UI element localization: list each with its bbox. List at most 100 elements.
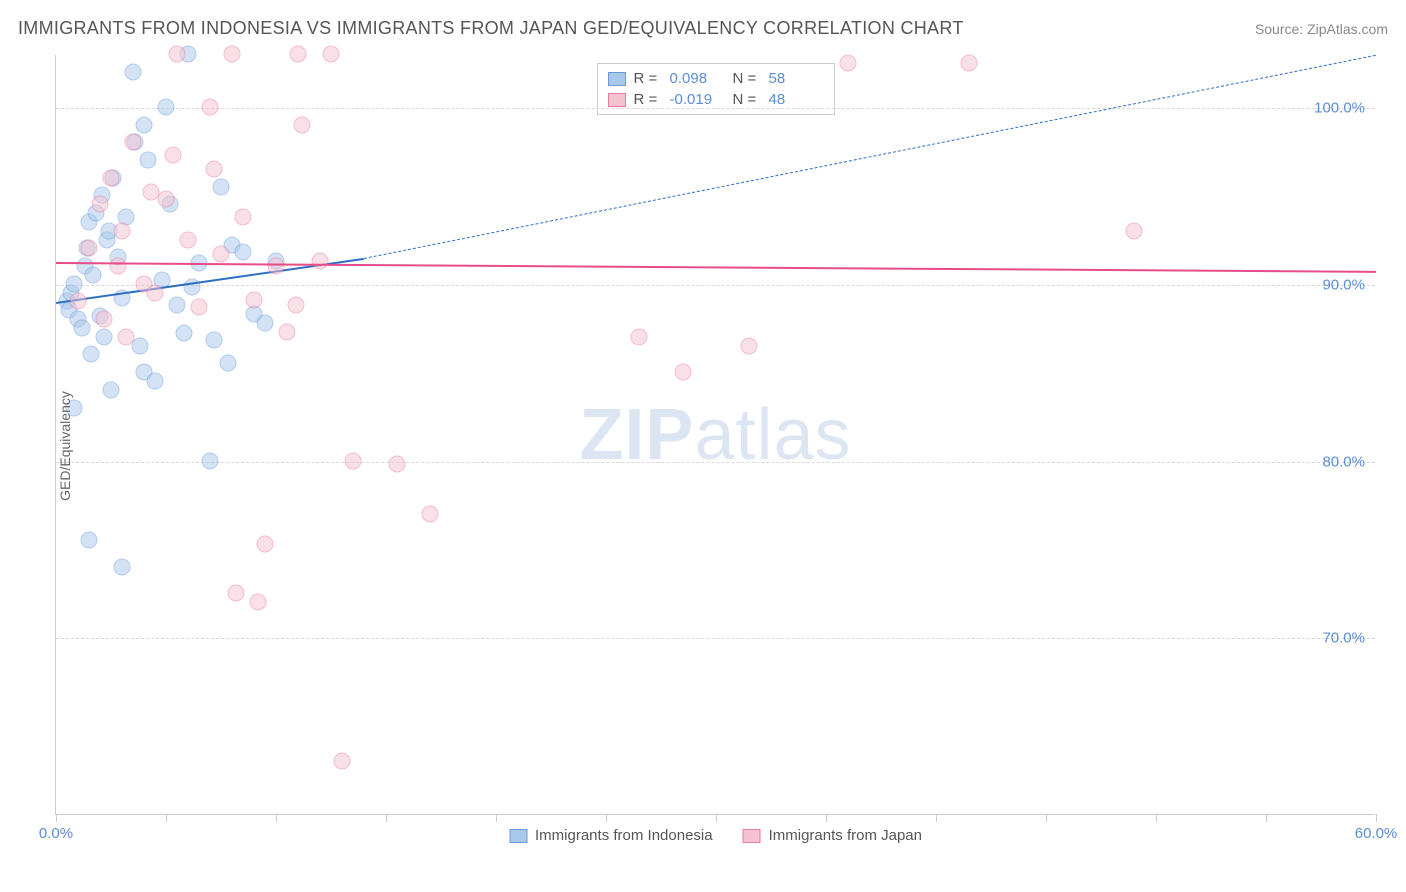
data-point <box>191 298 208 315</box>
gridline <box>56 285 1375 286</box>
x-tick <box>56 814 57 822</box>
data-point <box>103 169 120 186</box>
data-point <box>81 240 98 257</box>
legend-swatch <box>509 829 527 843</box>
series-legend: Immigrants from Indonesia Immigrants from… <box>509 827 922 844</box>
data-point <box>114 558 131 575</box>
data-point <box>164 146 181 163</box>
data-point <box>85 266 102 283</box>
data-point <box>235 243 252 260</box>
data-point <box>675 364 692 381</box>
data-point <box>158 190 175 207</box>
data-point <box>118 328 135 345</box>
series-name: Immigrants from Indonesia <box>535 827 713 844</box>
n-label: N = <box>733 91 761 108</box>
data-point <box>175 325 192 342</box>
x-tick <box>936 814 937 822</box>
gridline <box>56 462 1375 463</box>
x-tick <box>826 814 827 822</box>
y-tick-label: 70.0% <box>1322 630 1365 647</box>
r-value: -0.019 <box>670 91 725 108</box>
legend-swatch <box>743 829 761 843</box>
plot-area: ZIPatlas R =0.098N =58R =-0.019N =48 Imm… <box>55 55 1375 815</box>
data-point <box>202 99 219 116</box>
data-point <box>206 160 223 177</box>
x-tick <box>1266 814 1267 822</box>
data-point <box>840 54 857 71</box>
data-point <box>103 381 120 398</box>
data-point <box>345 452 362 469</box>
n-label: N = <box>733 70 761 87</box>
series-name: Immigrants from Japan <box>769 827 922 844</box>
legend-row: R = 0.098 N = 58 <box>608 68 824 89</box>
trend-line <box>56 262 1376 273</box>
x-tick <box>386 814 387 822</box>
data-point <box>125 63 142 80</box>
n-value: 58 <box>769 70 824 87</box>
gridline <box>56 108 1375 109</box>
x-tick-label: 0.0% <box>39 825 73 842</box>
data-point <box>389 456 406 473</box>
x-tick <box>716 814 717 822</box>
data-point <box>206 332 223 349</box>
y-axis-label: GED/Equivalency <box>57 391 73 501</box>
data-point <box>125 134 142 151</box>
gridline <box>56 638 1375 639</box>
data-point <box>202 452 219 469</box>
data-point <box>65 275 82 292</box>
data-point <box>246 291 263 308</box>
source-label: Source: ZipAtlas.com <box>1255 21 1388 37</box>
data-point <box>219 355 236 372</box>
data-point <box>81 532 98 549</box>
data-point <box>287 296 304 313</box>
r-label: R = <box>634 70 662 87</box>
legend-item: Immigrants from Japan <box>743 827 922 844</box>
x-tick <box>1046 814 1047 822</box>
data-point <box>224 46 241 63</box>
legend-item: Immigrants from Indonesia <box>509 827 713 844</box>
data-point <box>323 46 340 63</box>
data-point <box>235 208 252 225</box>
data-point <box>180 231 197 248</box>
legend-swatch <box>608 93 626 107</box>
x-tick <box>1156 814 1157 822</box>
data-point <box>631 328 648 345</box>
r-label: R = <box>634 91 662 108</box>
data-point <box>334 752 351 769</box>
data-point <box>213 245 230 262</box>
data-point <box>741 337 758 354</box>
data-point <box>147 284 164 301</box>
data-point <box>70 293 87 310</box>
x-tick <box>276 814 277 822</box>
data-point <box>158 99 175 116</box>
data-point <box>228 585 245 602</box>
n-value: 48 <box>769 91 824 108</box>
data-point <box>92 196 109 213</box>
data-point <box>83 346 100 363</box>
data-point <box>213 178 230 195</box>
data-point <box>140 152 157 169</box>
data-point <box>268 258 285 275</box>
data-point <box>96 311 113 328</box>
data-point <box>74 319 91 336</box>
data-point <box>169 296 186 313</box>
chart-title: IMMIGRANTS FROM INDONESIA VS IMMIGRANTS … <box>18 18 964 39</box>
legend-swatch <box>608 72 626 86</box>
data-point <box>961 54 978 71</box>
x-tick <box>1376 814 1377 822</box>
data-point <box>257 535 274 552</box>
data-point <box>250 593 267 610</box>
data-point <box>109 258 126 275</box>
trend-line <box>364 55 1376 259</box>
watermark: ZIPatlas <box>579 394 851 476</box>
data-point <box>279 323 296 340</box>
data-point <box>290 46 307 63</box>
data-point <box>96 328 113 345</box>
x-tick <box>496 814 497 822</box>
data-point <box>294 116 311 133</box>
x-tick <box>606 814 607 822</box>
data-point <box>169 46 186 63</box>
data-point <box>114 222 131 239</box>
y-tick-label: 100.0% <box>1314 100 1365 117</box>
r-value: 0.098 <box>670 70 725 87</box>
